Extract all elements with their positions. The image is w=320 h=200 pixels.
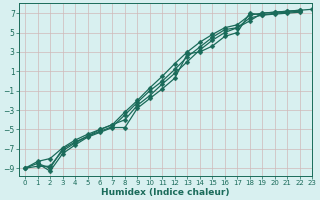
X-axis label: Humidex (Indice chaleur): Humidex (Indice chaleur) [101, 188, 230, 197]
